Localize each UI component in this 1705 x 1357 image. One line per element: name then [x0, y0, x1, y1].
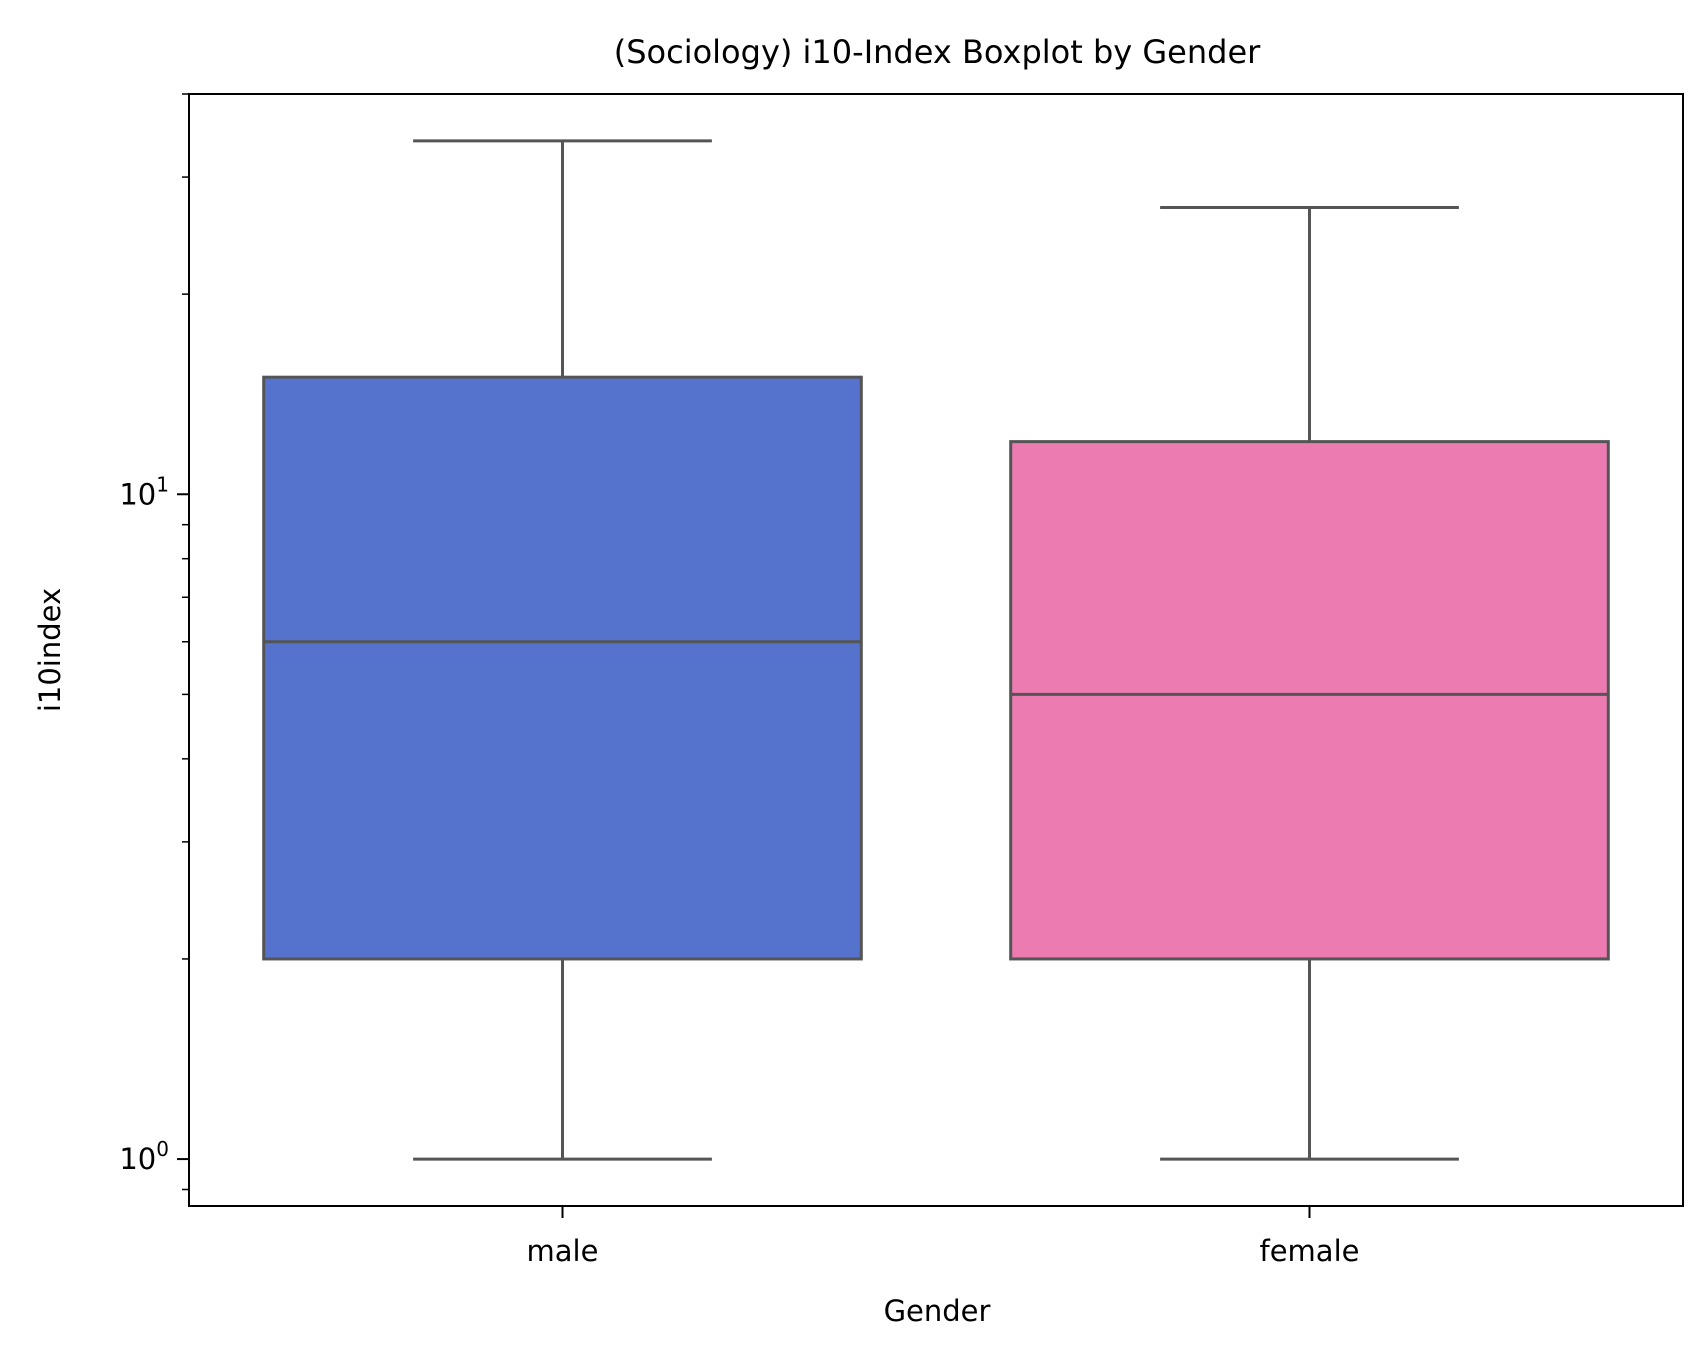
y-tick-label-exponent: 0 — [156, 1137, 169, 1161]
y-tick-label: 100 — [119, 1137, 169, 1176]
x-tick-label-female: female — [1260, 1234, 1360, 1268]
y-tick-label-base: 10 — [119, 1142, 156, 1176]
plot-area — [262, 139, 1610, 1161]
x-axis: male female — [527, 1206, 1360, 1268]
plot-frame — [188, 93, 1684, 1207]
y-axis-label: i10index — [33, 588, 67, 712]
y-tick-label-base: 10 — [119, 477, 156, 511]
y-tick-label: 101 — [119, 472, 169, 511]
x-axis-label: Gender — [884, 1294, 991, 1328]
chart-title: (Sociology) i10-Index Boxplot by Gender — [614, 33, 1261, 71]
box-male — [262, 375, 863, 961]
box-female — [1009, 440, 1610, 961]
y-tick-label-exponent: 1 — [156, 472, 169, 496]
x-tick-label-male: male — [527, 1234, 599, 1268]
